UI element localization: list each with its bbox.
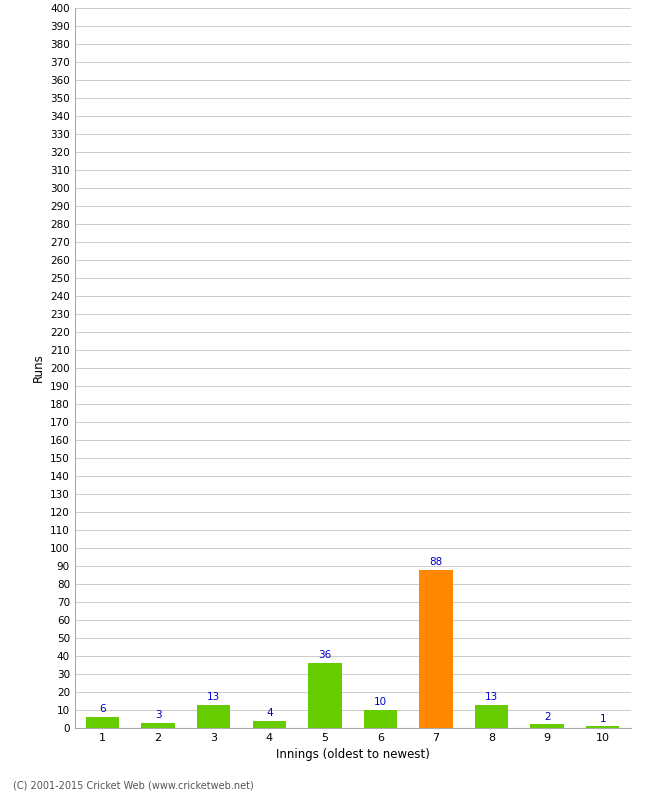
Text: 13: 13 <box>485 692 498 702</box>
Text: 36: 36 <box>318 650 332 661</box>
Text: 13: 13 <box>207 692 220 702</box>
Text: 10: 10 <box>374 698 387 707</box>
Bar <box>364 710 397 728</box>
Y-axis label: Runs: Runs <box>32 354 45 382</box>
Bar <box>586 726 619 728</box>
Bar <box>308 663 341 728</box>
Bar <box>419 570 452 728</box>
Text: 1: 1 <box>599 714 606 723</box>
Text: 4: 4 <box>266 708 272 718</box>
Bar <box>253 721 286 728</box>
Bar <box>197 705 230 728</box>
Bar <box>86 717 119 728</box>
Bar <box>530 725 564 728</box>
Text: (C) 2001-2015 Cricket Web (www.cricketweb.net): (C) 2001-2015 Cricket Web (www.cricketwe… <box>13 781 254 790</box>
Text: 6: 6 <box>99 705 106 714</box>
Bar <box>475 705 508 728</box>
Text: 3: 3 <box>155 710 161 720</box>
Text: 2: 2 <box>544 712 551 722</box>
Bar <box>142 722 175 728</box>
X-axis label: Innings (oldest to newest): Innings (oldest to newest) <box>276 749 430 762</box>
Text: 88: 88 <box>430 557 443 567</box>
